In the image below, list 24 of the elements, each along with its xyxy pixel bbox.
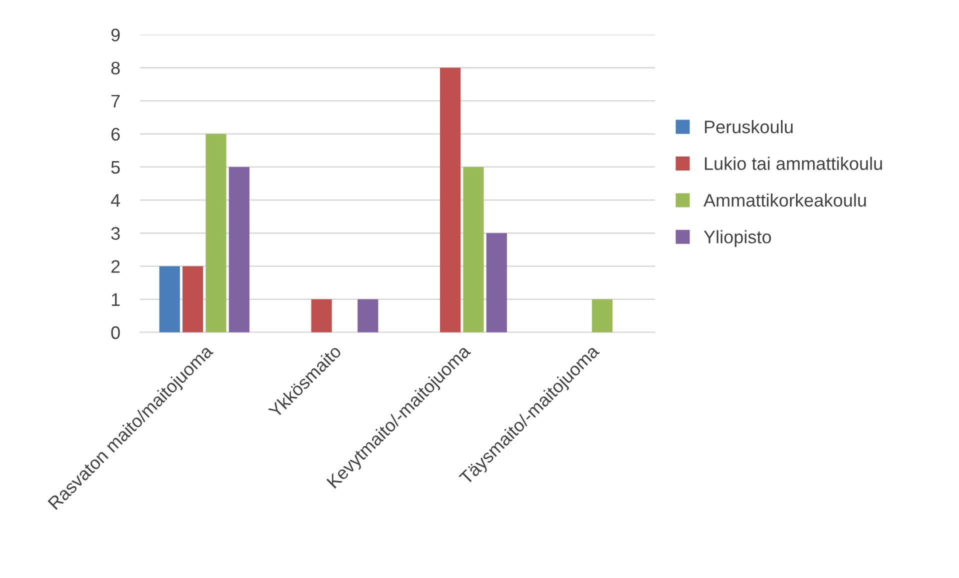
y-tick-label: 5: [111, 161, 120, 174]
bar: [440, 68, 461, 332]
y-tick-label: 6: [111, 128, 120, 141]
legend-label: Ammattikorkeakoulu: [704, 193, 866, 207]
y-tick-label: 0: [111, 326, 120, 340]
bar: [592, 299, 613, 332]
y-tick-label: 8: [111, 62, 120, 74]
legend-label: Peruskoulu: [704, 120, 793, 134]
bar: [358, 299, 378, 332]
bar: [311, 299, 332, 332]
y-tick-label: 1: [112, 293, 120, 306]
bar: [463, 166, 484, 332]
bar: [206, 134, 226, 332]
y-tick-label: 7: [111, 94, 120, 108]
bar: [486, 233, 507, 332]
bar: [182, 266, 204, 332]
y-tick-label: 3: [111, 227, 120, 240]
legend-label: Yliopisto: [704, 230, 771, 247]
y-tick-label: 2: [111, 260, 120, 273]
bar: [159, 266, 180, 332]
legend-label: Lukio tai ammattikoulu: [704, 156, 882, 170]
y-tick-label: 9: [111, 28, 120, 42]
bar: [228, 166, 250, 332]
y-tick-label: 4: [110, 194, 120, 207]
